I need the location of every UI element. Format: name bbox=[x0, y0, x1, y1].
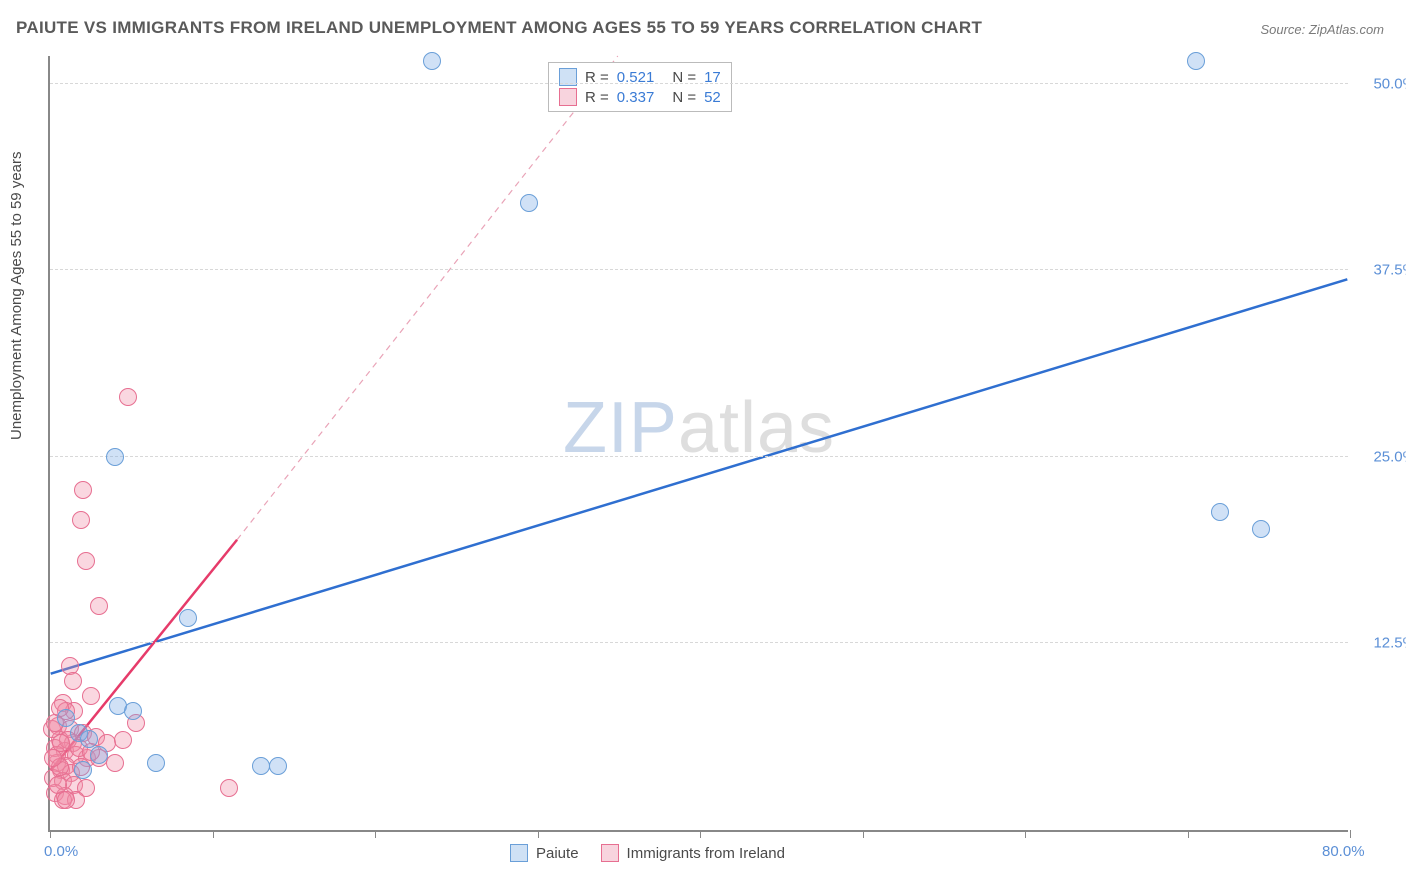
x-tick bbox=[700, 830, 701, 838]
x-tick-label: 80.0% bbox=[1322, 843, 1365, 860]
chart-title: PAIUTE VS IMMIGRANTS FROM IRELAND UNEMPL… bbox=[16, 18, 982, 38]
y-tick-label: 25.0% bbox=[1373, 448, 1406, 465]
y-tick-label: 50.0% bbox=[1373, 75, 1406, 92]
x-tick bbox=[375, 830, 376, 838]
x-tick bbox=[1350, 830, 1351, 838]
point-ireland bbox=[77, 552, 95, 570]
point-ireland bbox=[220, 779, 238, 797]
point-ireland bbox=[106, 754, 124, 772]
source-attribution: Source: ZipAtlas.com bbox=[1260, 22, 1384, 37]
x-tick bbox=[50, 830, 51, 838]
x-tick bbox=[863, 830, 864, 838]
point-paiute bbox=[106, 448, 124, 466]
scatter-plot: ZIPatlas R = 0.521 N = 17 R = 0.337 N = … bbox=[48, 56, 1348, 832]
point-ireland bbox=[114, 731, 132, 749]
legend-item-paiute: Paiute bbox=[510, 844, 579, 862]
legend-label-paiute: Paiute bbox=[536, 845, 579, 862]
legend-swatch-paiute bbox=[510, 844, 528, 862]
point-ireland bbox=[72, 511, 90, 529]
x-tick bbox=[538, 830, 539, 838]
legend-row-paiute: R = 0.521 N = 17 bbox=[559, 67, 721, 87]
point-paiute bbox=[90, 746, 108, 764]
x-tick bbox=[1188, 830, 1189, 838]
point-paiute bbox=[57, 709, 75, 727]
y-tick-label: 37.5% bbox=[1373, 262, 1406, 279]
point-paiute bbox=[520, 194, 538, 212]
point-ireland bbox=[52, 734, 70, 752]
n-value-ireland: 52 bbox=[704, 89, 721, 106]
point-paiute bbox=[80, 730, 98, 748]
correlation-legend: R = 0.521 N = 17 R = 0.337 N = 52 bbox=[548, 62, 732, 112]
y-tick-label: 12.5% bbox=[1373, 635, 1406, 652]
gridline bbox=[50, 642, 1348, 643]
point-ireland bbox=[64, 672, 82, 690]
gridline bbox=[50, 83, 1348, 84]
point-ireland bbox=[82, 687, 100, 705]
gridline bbox=[50, 269, 1348, 270]
series-legend: Paiute Immigrants from Ireland bbox=[510, 844, 785, 862]
y-axis-label: Unemployment Among Ages 55 to 59 years bbox=[8, 151, 25, 440]
x-tick-label: 0.0% bbox=[44, 843, 78, 860]
point-paiute bbox=[124, 702, 142, 720]
legend-swatch-ireland bbox=[601, 844, 619, 862]
gridline bbox=[50, 456, 1348, 457]
point-paiute bbox=[147, 754, 165, 772]
point-ireland bbox=[74, 481, 92, 499]
trend-lines-layer bbox=[50, 56, 1348, 830]
legend-swatch-ireland bbox=[559, 88, 577, 106]
point-ireland bbox=[57, 791, 75, 809]
point-paiute bbox=[179, 609, 197, 627]
x-tick bbox=[213, 830, 214, 838]
legend-label-ireland: Immigrants from Ireland bbox=[627, 845, 785, 862]
r-label: R = bbox=[585, 89, 609, 106]
legend-item-ireland: Immigrants from Ireland bbox=[601, 844, 785, 862]
point-paiute bbox=[1211, 503, 1229, 521]
point-paiute bbox=[1187, 52, 1205, 70]
r-value-ireland: 0.337 bbox=[617, 89, 655, 106]
point-paiute bbox=[1252, 520, 1270, 538]
x-tick bbox=[1025, 830, 1026, 838]
n-label: N = bbox=[672, 89, 696, 106]
point-paiute bbox=[423, 52, 441, 70]
point-ireland bbox=[90, 597, 108, 615]
point-paiute bbox=[74, 761, 92, 779]
point-paiute bbox=[269, 757, 287, 775]
legend-row-ireland: R = 0.337 N = 52 bbox=[559, 87, 721, 107]
point-ireland bbox=[119, 388, 137, 406]
